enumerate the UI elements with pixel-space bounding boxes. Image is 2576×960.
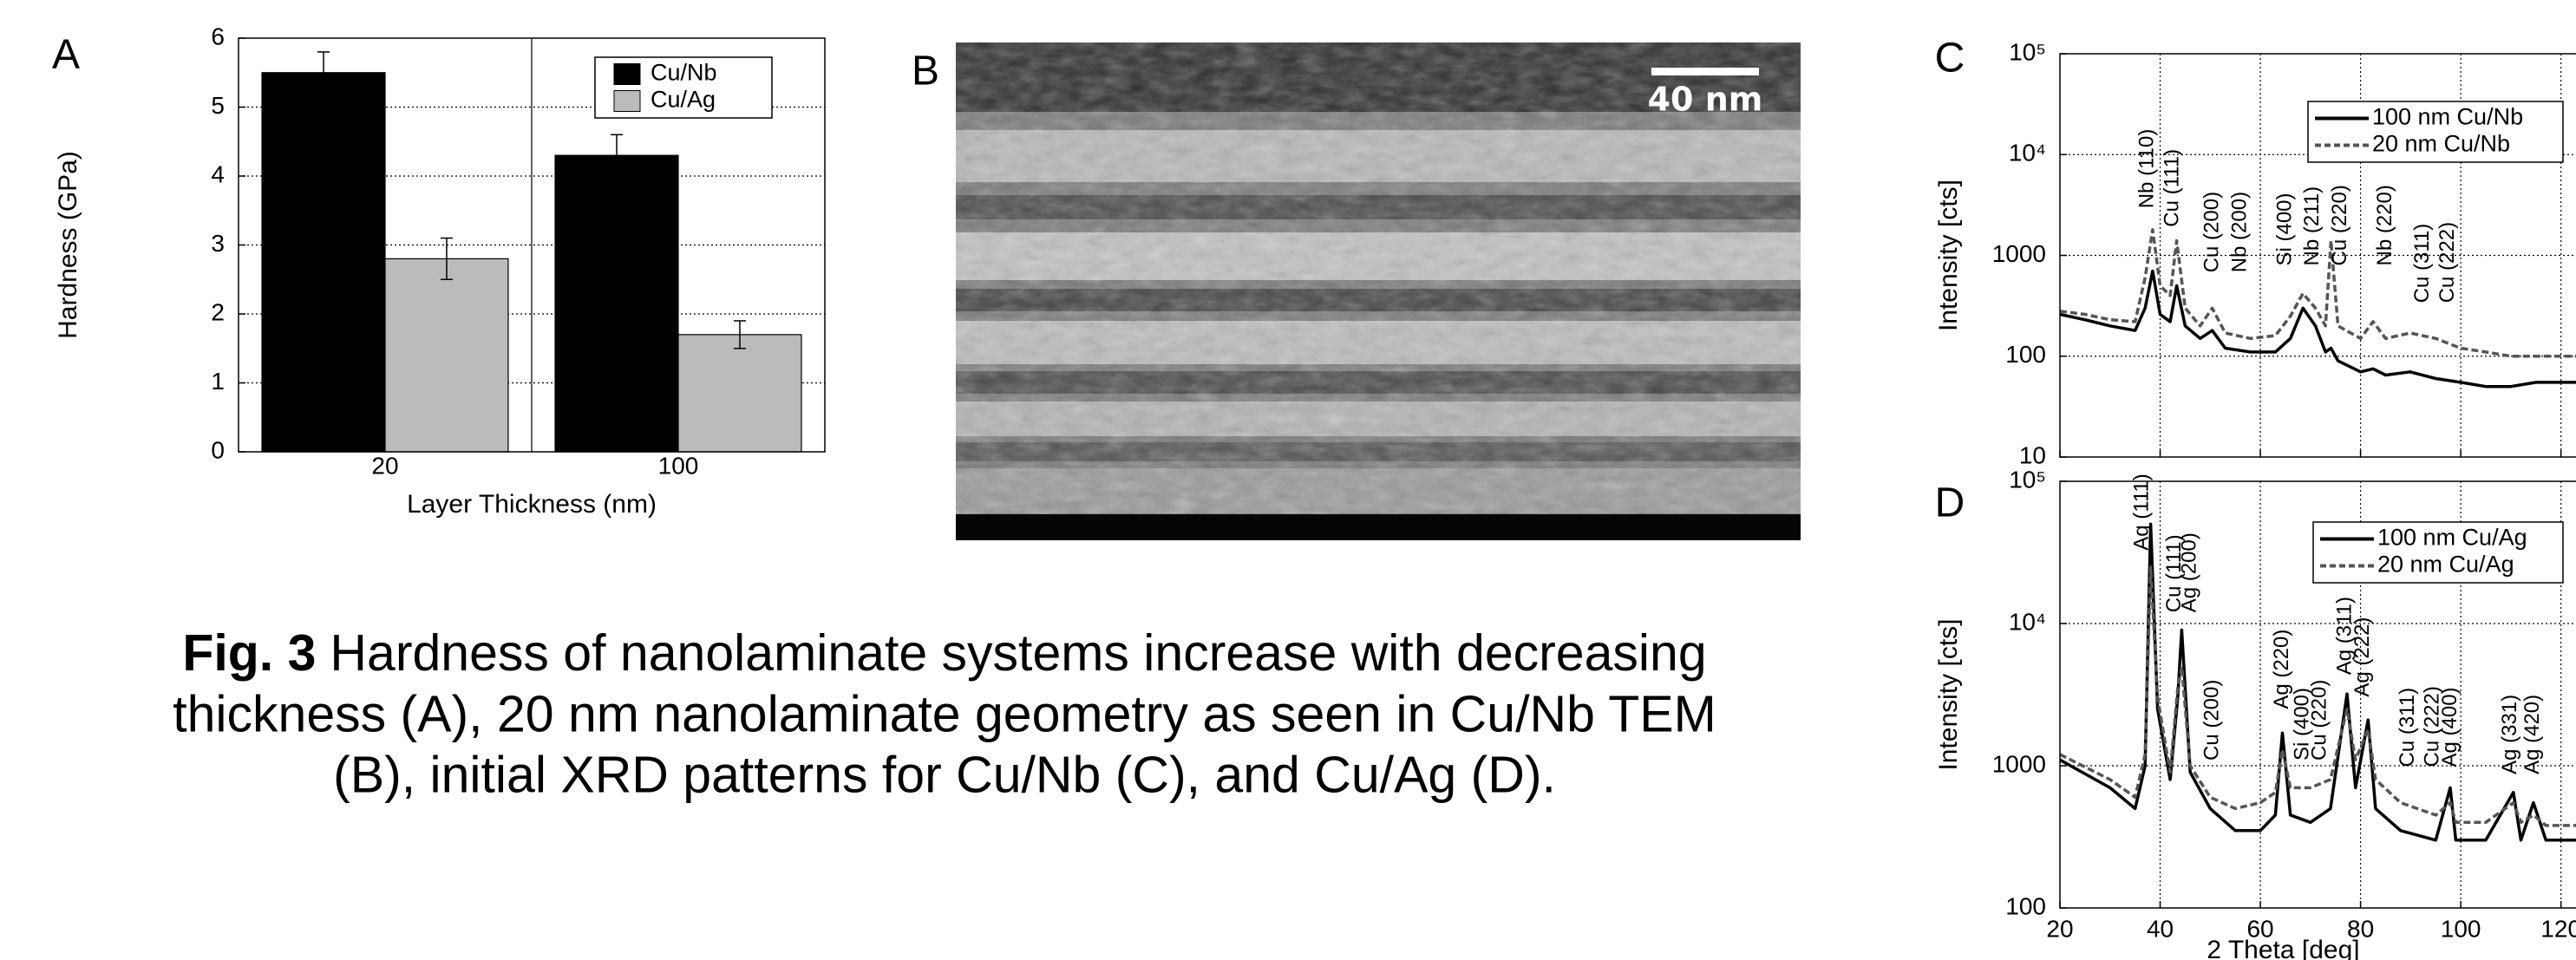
y-tick-label: 10⁴: [2009, 140, 2046, 167]
scale-bar-label: 40 nm: [1648, 81, 1763, 119]
bar: [385, 258, 508, 452]
bar: [678, 335, 801, 452]
peak-label: Cu (220): [2308, 680, 2331, 761]
y-tick-label: 10⁴: [2009, 608, 2046, 635]
panel-label: C: [1935, 36, 1965, 82]
y-axis-title: Hardness (GPa): [54, 151, 82, 339]
peak-label: Nb (211): [2300, 186, 2324, 266]
peak-label: Cu (111): [2160, 149, 2183, 227]
legend-label: 100 nm Cu/Nb: [2372, 104, 2523, 130]
y-tick-label: 5: [211, 92, 225, 119]
peak-label: Cu (200): [2200, 192, 2224, 272]
y-tick-label: 10: [2019, 441, 2046, 468]
y-tick-label: 6: [211, 23, 225, 49]
peak-label: Nb (110): [2135, 129, 2158, 209]
legend-label: 20 nm Cu/Ag: [2377, 552, 2514, 578]
peak-label: Ag (400): [2438, 687, 2462, 767]
x-tick-label: 100: [2441, 915, 2481, 942]
y-tick-label: 4: [211, 160, 225, 187]
bar: [262, 73, 385, 452]
x-axis-title: Layer Thickness (nm): [407, 490, 657, 519]
x-tick-label: 20: [2046, 915, 2073, 942]
figure: B 40 nm Fig. 3Hardness of nanolaminate s…: [0, 0, 2576, 960]
y-axis-title: Intensity [cts]: [1934, 180, 1963, 331]
y-tick-label: 0: [211, 436, 225, 463]
peak-label: Ag (420): [2520, 695, 2544, 774]
page: B 40 nm Fig. 3Hardness of nanolaminate s…: [0, 0, 2576, 960]
peak-label: Ag (111): [2130, 473, 2154, 551]
bar: [555, 155, 678, 452]
x-tick-label: 120: [2540, 915, 2576, 942]
peak-label: Nb (200): [2227, 192, 2251, 272]
y-tick-label: 1000: [1992, 750, 2046, 777]
x-tick-label: 20: [371, 452, 398, 479]
y-tick-label: 1000: [1992, 240, 2046, 267]
panel-label: B: [912, 49, 939, 95]
y-tick-label: 3: [211, 230, 225, 257]
legend-label: 100 nm Cu/Ag: [2377, 525, 2527, 551]
peak-label: Nb (220): [2373, 185, 2396, 265]
panel-label: D: [1935, 480, 1965, 526]
y-tick-label: 100: [2005, 892, 2046, 919]
peak-label: Cu (311): [2396, 688, 2419, 767]
legend-label: Cu/Ag: [651, 87, 716, 113]
peak-label: Cu (220): [2328, 185, 2351, 265]
panel-label: A: [52, 32, 80, 78]
legend-swatch: [614, 91, 640, 112]
y-tick-label: 1: [211, 368, 225, 395]
data-line: [2060, 271, 2576, 387]
caption-line: thickness (A), 20 nm nanolaminate geomet…: [173, 686, 1716, 743]
peak-label: Ag (222): [2350, 617, 2374, 697]
y-axis-title: Intensity [cts]: [1934, 618, 1963, 770]
peak-label: Cu (311): [2410, 224, 2434, 304]
y-tick-label: 10⁵: [2009, 466, 2046, 493]
peak-label: Cu (222): [2435, 222, 2459, 303]
peak-label: Ag (331): [2498, 695, 2521, 774]
caption-line: (B), initial XRD patterns for Cu/Nb (C),…: [333, 747, 1556, 804]
y-tick-label: 100: [2005, 341, 2046, 368]
y-tick-label: 10⁵: [2009, 38, 2046, 65]
legend-label: 20 nm Cu/Nb: [2372, 131, 2510, 157]
caption-label: Fig. 3: [182, 624, 316, 682]
peak-label: Si (400): [2272, 193, 2296, 265]
legend-label: Cu/Nb: [651, 60, 717, 86]
peak-label: Cu (200): [2200, 680, 2224, 761]
x-tick-label: 100: [658, 452, 699, 479]
caption-text: Hardness of nanolaminate systems increas…: [330, 624, 1706, 682]
y-tick-label: 2: [211, 298, 225, 325]
peak-label: Ag (200): [2178, 532, 2201, 612]
legend-swatch: [614, 64, 640, 85]
x-axis-title: 2 Theta [deg]: [2207, 936, 2359, 960]
x-tick-label: 40: [2147, 915, 2174, 942]
